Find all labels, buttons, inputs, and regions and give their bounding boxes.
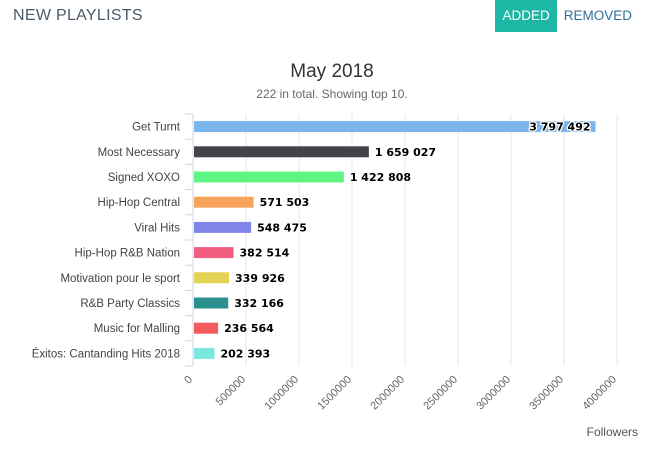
- x-tick-label: 1500000: [315, 374, 354, 413]
- bar: [194, 121, 596, 133]
- category-label: Hip-Hop Central: [98, 197, 180, 209]
- bar: [194, 146, 369, 158]
- data-label: 332 166: [234, 297, 284, 310]
- x-tick-label: 2500000: [421, 374, 460, 413]
- bars-layer: [194, 121, 596, 359]
- bar: [194, 272, 230, 284]
- data-label: 1 659 027: [375, 146, 436, 159]
- data-label: 1 422 808: [350, 171, 411, 184]
- data-label: 571 503: [260, 196, 310, 209]
- bar: [194, 247, 234, 259]
- tab-removed[interactable]: REMOVED: [563, 8, 632, 23]
- category-label: Signed XOXO: [108, 172, 180, 184]
- page-title: NEW PLAYLISTS: [13, 7, 143, 24]
- x-tick-label: 2000000: [368, 374, 407, 413]
- x-tick-label: 4000000: [580, 374, 619, 413]
- bar: [194, 322, 219, 334]
- data-label: 236 564: [224, 322, 274, 335]
- x-tick-label: 500000: [214, 374, 248, 408]
- tab-group: ADDED REMOVED: [495, 0, 639, 32]
- category-label: Music for Malling: [94, 323, 180, 335]
- chart-subtitle: 222 in total. Showing top 10.: [256, 87, 407, 101]
- category-label: Viral Hits: [134, 222, 180, 234]
- category-label: Motivation pour le sport: [60, 273, 180, 285]
- x-axis-title: Followers: [587, 425, 638, 439]
- data-label: 202 393: [220, 347, 270, 360]
- category-label: Most Necessary: [98, 147, 181, 159]
- data-label: 382 514: [240, 247, 290, 260]
- labels-layer: 0 500000 1000000 1500000 2000000 2500000 30000…: [32, 119, 619, 413]
- header: NEW PLAYLISTS ADDED REMOVED: [0, 0, 661, 32]
- x-tick-label: 0: [182, 374, 195, 387]
- bar: [194, 297, 229, 309]
- category-label: R&B Party Classics: [80, 298, 180, 310]
- x-tick-label: 3000000: [474, 374, 513, 413]
- category-label: Éxitos: Cantanding Hits 2018: [32, 347, 180, 360]
- data-label: 3 797 492: [529, 121, 590, 134]
- category-label: Hip-Hop R&B Nation: [75, 248, 180, 260]
- chart-title: May 2018: [290, 61, 373, 82]
- bar: [194, 347, 215, 359]
- data-label: 339 926: [235, 272, 285, 285]
- category-label: Get Turnt: [132, 122, 181, 134]
- bar: [194, 171, 344, 183]
- tab-added[interactable]: ADDED: [495, 0, 557, 32]
- data-label: 548 475: [257, 221, 307, 234]
- bar: [194, 196, 254, 208]
- x-tick-label: 3500000: [527, 374, 566, 413]
- bar: [194, 221, 252, 233]
- x-tick-label: 1000000: [262, 374, 301, 413]
